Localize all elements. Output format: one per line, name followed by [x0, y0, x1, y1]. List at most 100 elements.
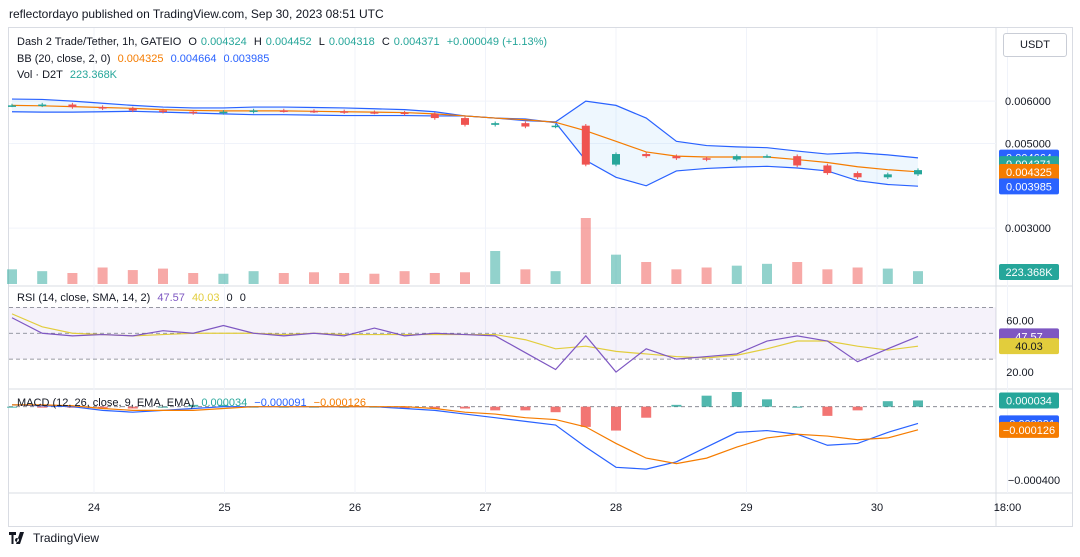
- rsi-badge-label: 40.03: [1015, 341, 1043, 353]
- x-tick-label: 26: [349, 502, 361, 514]
- rsi-legend[interactable]: RSI (14, close, SMA, 14, 2) 47.57 40.03 …: [17, 292, 250, 304]
- macd-histogram-bar: [7, 406, 17, 408]
- macd-histogram-bar: [37, 406, 48, 408]
- volume-bar: [278, 273, 289, 284]
- volume-bar: [520, 269, 531, 284]
- bb-legend[interactable]: BB (20, close, 2, 0) 0.004325 0.004664 0…: [17, 53, 273, 65]
- candle: [279, 110, 288, 112]
- macd-histogram-bar: [550, 406, 561, 413]
- macd-legend[interactable]: MACD (12, 26, close, 9, EMA, EMA) 0.0000…: [17, 397, 370, 409]
- volume-bar: [218, 273, 229, 284]
- price-tick-label: 0.005000: [1005, 138, 1051, 150]
- rsi-extra-2: 0: [239, 292, 246, 304]
- volume-bar: [762, 263, 772, 284]
- x-tick-label: 24: [88, 502, 100, 514]
- macd-histogram-bar: [580, 406, 591, 427]
- price-badge-bg: [999, 164, 1059, 181]
- close-value: 0.004371: [393, 36, 440, 48]
- candle: [189, 111, 198, 114]
- volume-bar: [37, 271, 48, 284]
- volume-bar: [550, 271, 561, 284]
- macd-histogram-bar: [97, 406, 108, 409]
- macd-histogram-bar: [671, 404, 682, 407]
- volume-bar: [852, 267, 863, 284]
- macd-histogram-bar: [792, 406, 803, 408]
- volume-bar: [369, 273, 380, 284]
- candle: [340, 111, 349, 113]
- volume-bar: [248, 271, 259, 284]
- macd-tick-label: −0.000400: [1008, 475, 1060, 487]
- price-badge-bg: [999, 178, 1059, 195]
- candle: [823, 165, 832, 174]
- macd-histogram-bar: [913, 400, 923, 407]
- x-tick-label: 18:00: [994, 502, 1022, 514]
- macd-histogram-bar: [762, 399, 772, 407]
- symbol-legend: Dash 2 Trade/Tether, 1h, GATEIO O 0.00432…: [17, 36, 551, 48]
- macd-histogram-bar: [218, 404, 229, 407]
- macd-label: MACD (12, 26, close, 9, EMA, EMA): [17, 397, 195, 409]
- macd-histogram-bar: [852, 406, 863, 411]
- volume-bar: [913, 271, 923, 284]
- candle: [159, 110, 167, 112]
- rsi-ma-value: 40.03: [191, 292, 220, 304]
- volume-bar: [188, 273, 199, 284]
- volume-bar: [7, 269, 17, 284]
- candle: [370, 112, 379, 114]
- price-badge-label: 0.003985: [1006, 181, 1052, 193]
- candle: [853, 173, 862, 178]
- candle: [8, 105, 16, 107]
- macd-histogram-bar: [490, 406, 501, 411]
- price-tick-label: 0.003000: [1005, 223, 1051, 235]
- volume-badge-label: 223.368K: [1005, 267, 1053, 279]
- volume-bar: [882, 268, 893, 284]
- rsi-value: 47.57: [157, 292, 185, 304]
- x-tick-label: 29: [740, 502, 752, 514]
- candle: [914, 170, 922, 175]
- candle: [642, 154, 651, 157]
- currency-button[interactable]: USDT: [1003, 33, 1067, 57]
- candle: [763, 156, 771, 158]
- price-tick-label: 0.006000: [1005, 96, 1051, 108]
- macd-histogram-bar: [188, 404, 199, 407]
- close-label: C: [381, 36, 390, 48]
- symbol-name[interactable]: Dash 2 Trade/Tether, 1h, GATEIO: [17, 36, 182, 48]
- volume-bar: [822, 269, 833, 284]
- open-label: O: [188, 36, 197, 48]
- candle: [732, 156, 741, 160]
- volume-bar: [309, 272, 319, 284]
- volume-bar: [97, 267, 108, 284]
- bb-upper-value: 0.004664: [170, 53, 217, 65]
- candle: [612, 154, 620, 165]
- macd-histogram-bar: [822, 406, 833, 416]
- volume-legend[interactable]: Vol · D2T 223.368K: [17, 69, 121, 81]
- candle: [672, 156, 681, 159]
- macd-signal-line: [12, 404, 919, 465]
- open-value: 0.004324: [200, 36, 247, 48]
- candle: [38, 104, 47, 107]
- candle: [310, 110, 318, 113]
- macd-histogram-bar: [158, 406, 168, 408]
- change-value: +0.000049 (+1.13%): [446, 36, 548, 48]
- candle: [128, 108, 137, 111]
- candle: [98, 107, 107, 109]
- volume-bar: [641, 262, 652, 284]
- rsi-label: RSI (14, close, SMA, 14, 2): [17, 292, 151, 304]
- volume-bar: [731, 265, 742, 284]
- vol-value: 223.368K: [69, 69, 118, 81]
- candle: [430, 113, 439, 119]
- macd-histogram-bar: [429, 406, 440, 409]
- vol-label: Vol · D2T: [17, 69, 63, 81]
- macd-histogram-bar: [520, 406, 531, 411]
- macd-line: [11, 404, 919, 470]
- footer-brand[interactable]: TradingView: [9, 531, 99, 545]
- candle: [400, 112, 409, 115]
- rsi-tick-label: 20.00: [1006, 367, 1034, 379]
- x-tick-label: 27: [479, 502, 491, 514]
- high-value: 0.004452: [265, 36, 312, 48]
- x-tick-label: 25: [218, 502, 230, 514]
- bb-label: BB (20, close, 2, 0): [17, 53, 111, 65]
- candle: [883, 174, 892, 178]
- volume-bar: [580, 218, 591, 284]
- volume-bar: [429, 273, 440, 284]
